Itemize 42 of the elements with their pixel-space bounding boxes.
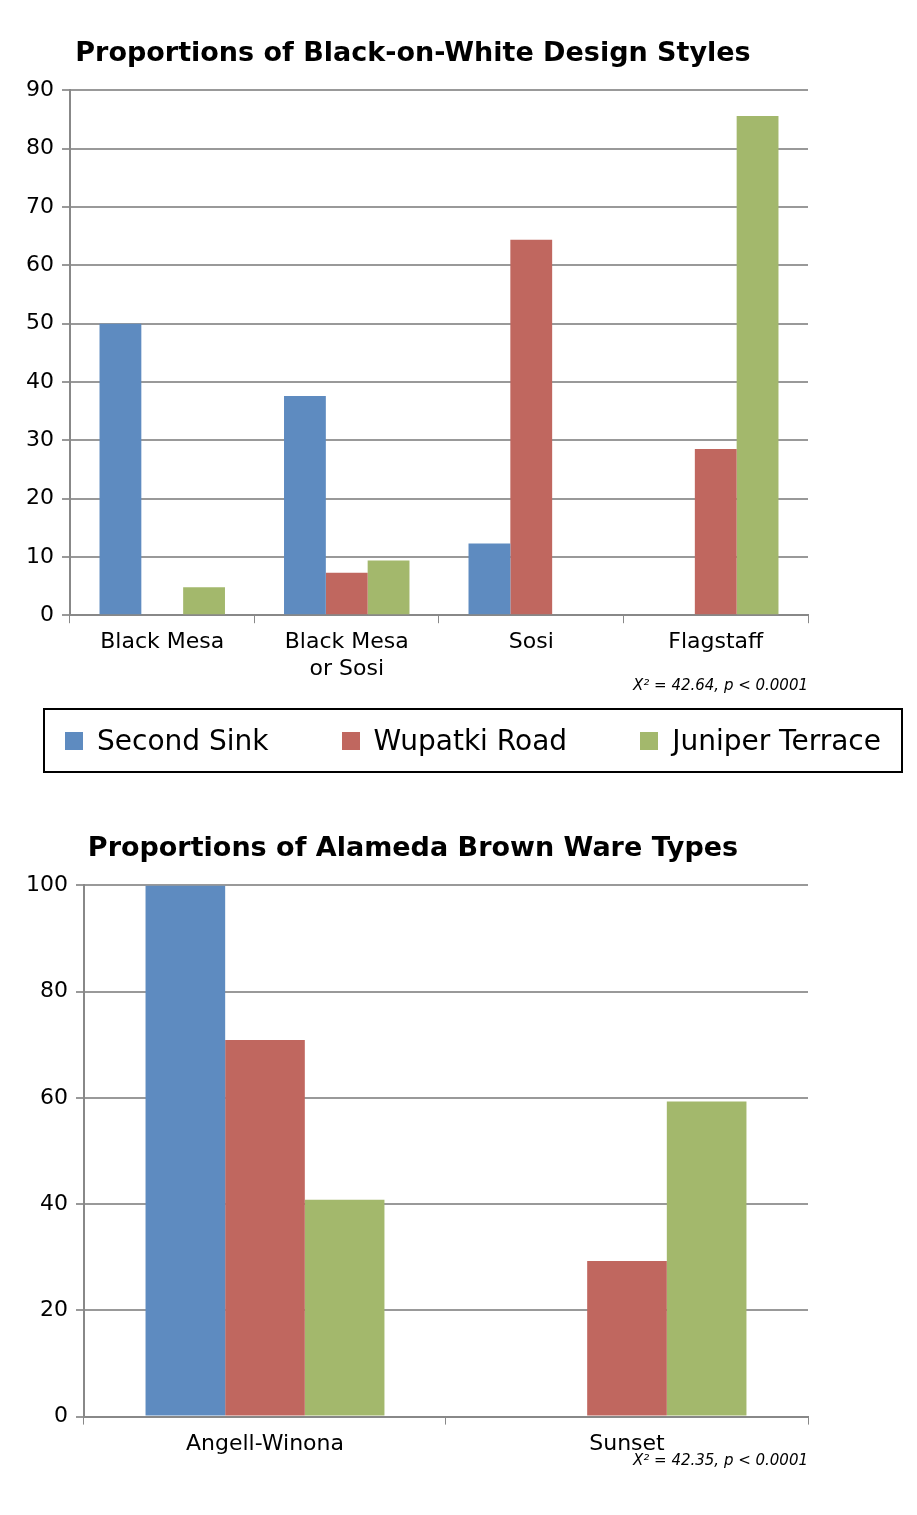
bar	[736, 116, 779, 615]
y-tick-label: 20	[39, 1296, 68, 1322]
chart-title: Proportions of Black-on-White Design Styles	[75, 36, 751, 68]
y-tick-label: 90	[25, 76, 54, 102]
y-tick-label: 0	[53, 1402, 68, 1428]
y-tick-label: 30	[25, 425, 54, 451]
legend-label: Wupatki Road	[373, 724, 568, 757]
chart-title: Proportions of Alameda Brown Ware Types	[87, 831, 739, 863]
y-tick-label: 80	[39, 977, 68, 1003]
y-tick-label: 0	[39, 600, 54, 626]
text: X² = 42.64, p < 0.0001	[632, 676, 808, 695]
y-tick-label: 50	[25, 309, 54, 335]
y-tick-label: 20	[25, 484, 54, 510]
y-tick-label: 80	[25, 134, 54, 160]
bar	[694, 449, 737, 615]
bar	[225, 1039, 305, 1416]
text: X² = 42.35, p < 0.0001	[632, 1451, 808, 1470]
bar	[99, 323, 142, 615]
x-tick-label: Angell-Winona	[186, 1429, 344, 1455]
y-tick-label: 40	[39, 1189, 68, 1215]
legend-label: Juniper Terrace	[672, 724, 881, 757]
bar	[468, 543, 511, 615]
y-tick-label: 40	[25, 367, 54, 393]
x-tick-label: Flagstaff	[668, 628, 765, 654]
bar	[183, 587, 225, 615]
bar	[325, 572, 368, 615]
x-tick-label: Black Mesa or Sosi	[284, 628, 409, 680]
bar	[510, 239, 553, 615]
x-tick-label: Black Mesa	[100, 628, 225, 654]
bar	[284, 395, 326, 615]
bar	[587, 1260, 667, 1416]
bar	[367, 560, 410, 615]
x-tick-label: Sosi	[508, 628, 554, 654]
y-tick-label: 60	[39, 1083, 68, 1109]
bar	[666, 1101, 747, 1416]
y-tick-label: 70	[25, 192, 54, 218]
y-tick-label: 100	[25, 871, 68, 897]
y-tick-label: 60	[25, 251, 54, 277]
legend-label: Second Sink	[97, 724, 269, 757]
bar	[145, 885, 226, 1416]
y-tick-label: 10	[25, 542, 54, 568]
bar	[304, 1199, 385, 1416]
